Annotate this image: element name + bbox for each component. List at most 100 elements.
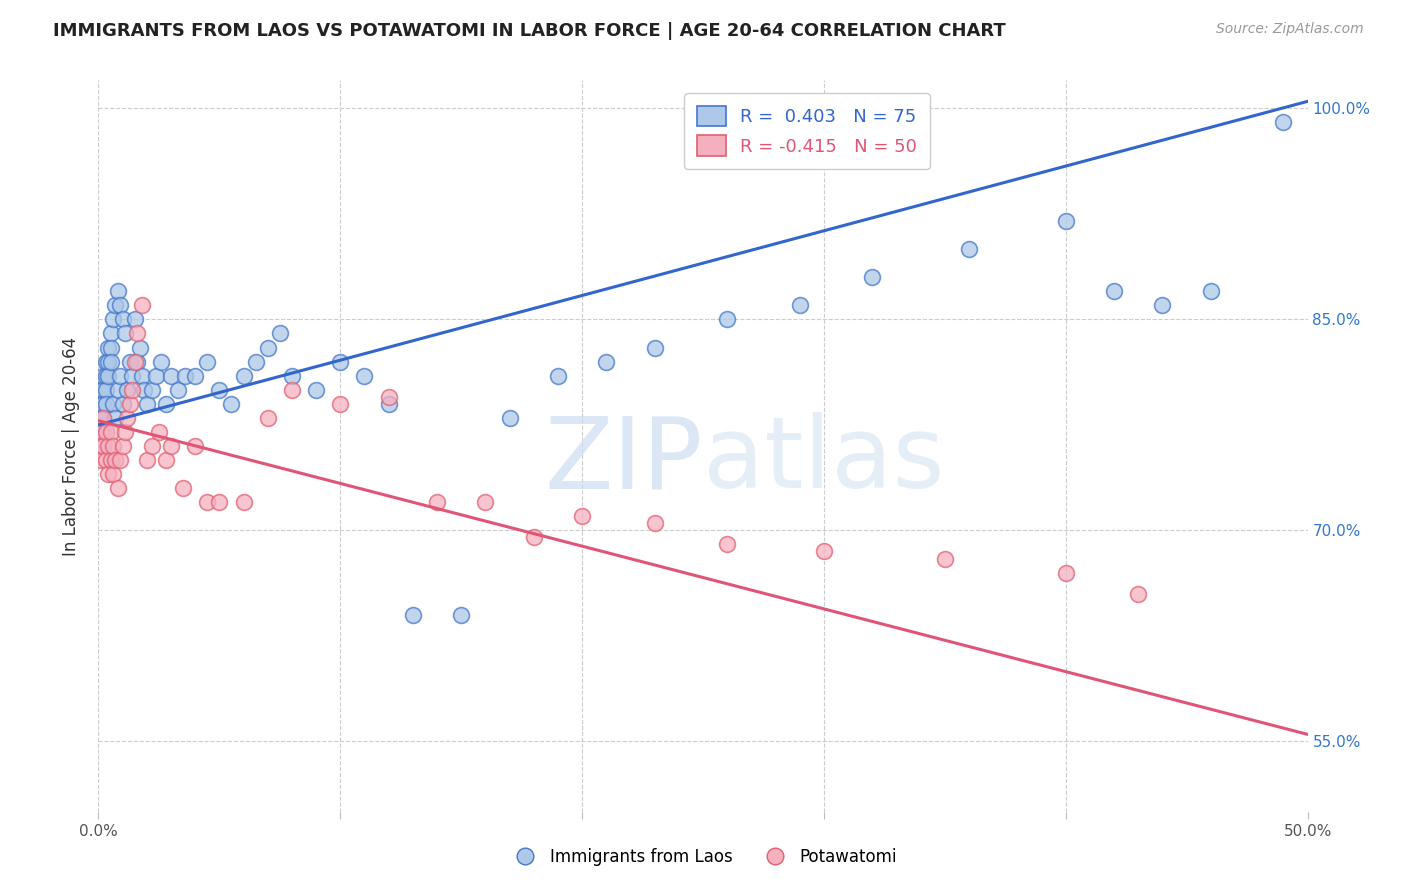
Point bbox=[94, 383, 117, 397]
Point bbox=[94, 425, 117, 439]
Point bbox=[934, 551, 956, 566]
Point bbox=[402, 607, 425, 622]
Point bbox=[101, 467, 124, 482]
Point bbox=[94, 354, 117, 368]
Point bbox=[107, 285, 129, 299]
Point bbox=[160, 368, 183, 383]
Point bbox=[281, 368, 304, 383]
Point bbox=[94, 397, 117, 411]
Point bbox=[127, 326, 149, 341]
Point bbox=[124, 354, 146, 368]
Point bbox=[644, 516, 666, 531]
Point bbox=[101, 439, 124, 453]
Point bbox=[97, 439, 120, 453]
Point bbox=[117, 410, 139, 425]
Point bbox=[269, 326, 291, 341]
Point bbox=[860, 270, 883, 285]
Point bbox=[305, 383, 328, 397]
Point bbox=[716, 312, 738, 326]
Point bbox=[377, 397, 399, 411]
Point bbox=[100, 425, 122, 439]
Point bbox=[1054, 566, 1077, 580]
Point bbox=[184, 439, 207, 453]
Point bbox=[353, 368, 375, 383]
Point bbox=[100, 341, 122, 355]
Point bbox=[644, 341, 666, 355]
Point bbox=[131, 368, 153, 383]
Point bbox=[150, 354, 173, 368]
Point bbox=[101, 312, 124, 326]
Point bbox=[118, 354, 141, 368]
Point bbox=[90, 453, 112, 467]
Point bbox=[124, 312, 146, 326]
Point bbox=[221, 397, 243, 411]
Point bbox=[101, 397, 124, 411]
Point bbox=[114, 425, 136, 439]
Point bbox=[121, 368, 143, 383]
Point bbox=[141, 439, 163, 453]
Point bbox=[90, 425, 112, 439]
Point bbox=[114, 326, 136, 341]
Point bbox=[174, 368, 197, 383]
Point bbox=[208, 495, 231, 509]
Point bbox=[107, 383, 129, 397]
Point bbox=[90, 425, 112, 439]
Point bbox=[135, 453, 157, 467]
Point bbox=[91, 410, 114, 425]
Point bbox=[111, 439, 134, 453]
Point bbox=[450, 607, 472, 622]
Point bbox=[155, 397, 177, 411]
Point bbox=[91, 425, 114, 439]
Legend: Immigrants from Laos, Potawatomi: Immigrants from Laos, Potawatomi bbox=[502, 842, 904, 873]
Point bbox=[134, 383, 156, 397]
Point bbox=[100, 453, 122, 467]
Point bbox=[90, 397, 112, 411]
Point bbox=[281, 383, 304, 397]
Point bbox=[377, 390, 399, 404]
Point bbox=[789, 298, 811, 312]
Point bbox=[595, 354, 617, 368]
Point bbox=[232, 368, 254, 383]
Point bbox=[571, 509, 593, 524]
Point bbox=[91, 368, 114, 383]
Point bbox=[107, 481, 129, 495]
Point bbox=[90, 410, 112, 425]
Text: Source: ZipAtlas.com: Source: ZipAtlas.com bbox=[1216, 22, 1364, 37]
Point bbox=[195, 354, 218, 368]
Point bbox=[195, 495, 218, 509]
Point bbox=[426, 495, 449, 509]
Point bbox=[91, 410, 114, 425]
Point bbox=[90, 439, 112, 453]
Point bbox=[547, 368, 569, 383]
Point bbox=[813, 544, 835, 558]
Point bbox=[127, 354, 149, 368]
Point bbox=[256, 341, 278, 355]
Point bbox=[329, 397, 352, 411]
Point bbox=[104, 453, 127, 467]
Point bbox=[167, 383, 190, 397]
Point bbox=[108, 298, 131, 312]
Text: IMMIGRANTS FROM LAOS VS POTAWATOMI IN LABOR FORCE | AGE 20-64 CORRELATION CHART: IMMIGRANTS FROM LAOS VS POTAWATOMI IN LA… bbox=[53, 22, 1007, 40]
Point bbox=[97, 341, 120, 355]
Point bbox=[1199, 285, 1222, 299]
Point bbox=[94, 453, 117, 467]
Point bbox=[474, 495, 496, 509]
Point bbox=[1054, 214, 1077, 228]
Point bbox=[172, 481, 194, 495]
Point bbox=[1272, 847, 1295, 861]
Point bbox=[208, 383, 231, 397]
Point bbox=[97, 368, 120, 383]
Point bbox=[97, 467, 120, 482]
Point bbox=[498, 410, 520, 425]
Point bbox=[90, 439, 112, 453]
Point bbox=[108, 453, 131, 467]
Point bbox=[232, 495, 254, 509]
Text: atlas: atlas bbox=[703, 412, 945, 509]
Point bbox=[1102, 285, 1125, 299]
Point bbox=[100, 354, 122, 368]
Point bbox=[155, 453, 177, 467]
Point bbox=[329, 354, 352, 368]
Y-axis label: In Labor Force | Age 20-64: In Labor Force | Age 20-64 bbox=[62, 336, 80, 556]
Point bbox=[135, 397, 157, 411]
Point bbox=[111, 312, 134, 326]
